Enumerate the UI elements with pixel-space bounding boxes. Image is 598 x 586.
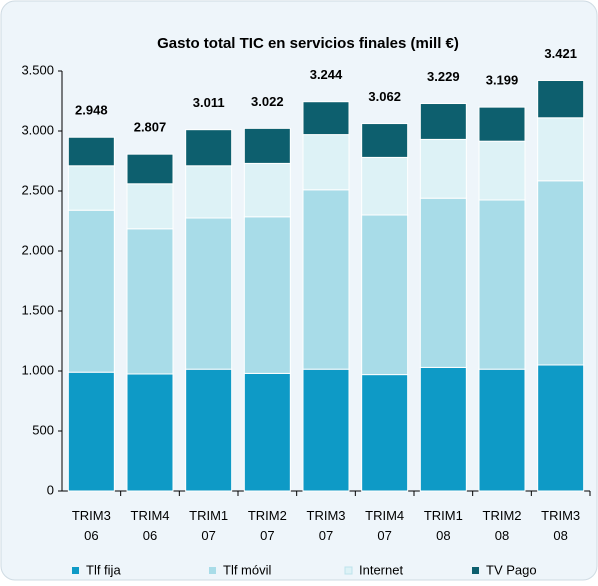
bar-segment — [537, 117, 585, 182]
bar-segment — [243, 127, 291, 164]
bar-segment — [537, 364, 585, 492]
y-tick-label: 2.000 — [21, 242, 54, 257]
legend-swatch — [72, 567, 79, 574]
legend-label: Internet — [359, 562, 403, 577]
bar-segment — [537, 180, 585, 366]
y-tick-label: 3.500 — [21, 62, 54, 77]
total-label: 3.199 — [486, 73, 519, 88]
bar-segment — [67, 136, 115, 167]
legend-swatch — [209, 567, 216, 574]
total-label: 2.948 — [75, 103, 108, 118]
bar-segment — [67, 165, 115, 211]
bar-segment — [185, 368, 233, 492]
bar-segment — [302, 189, 350, 370]
total-label: 3.229 — [427, 69, 460, 84]
legend-swatch — [472, 567, 479, 574]
x-tick-label: TRIM1 07 — [189, 508, 228, 543]
bar-segment — [185, 165, 233, 219]
bar-segment — [361, 123, 409, 158]
bar-segment — [185, 129, 233, 167]
x-tick-label: TRIM4 06 — [131, 508, 170, 543]
bar-segment — [67, 209, 115, 373]
x-tick-label: TRIM2 07 — [248, 508, 287, 543]
bar-segment — [243, 162, 291, 218]
bar-segment — [302, 368, 350, 492]
bar-segment — [243, 216, 291, 374]
total-label: 3.022 — [251, 94, 284, 109]
total-label: 3.062 — [368, 89, 401, 104]
bar-segment — [419, 138, 467, 199]
bar-segment — [478, 140, 526, 201]
bar-segment — [126, 373, 174, 492]
y-tick-label: 2.500 — [21, 182, 54, 197]
legend-label: TV Pago — [486, 562, 537, 577]
y-tick-label: 1.500 — [21, 302, 54, 317]
bar-segment — [419, 197, 467, 368]
y-tick-label: 1.000 — [21, 362, 54, 377]
bar-segment — [126, 228, 174, 375]
bar-segment — [302, 134, 350, 191]
bar-segment — [361, 214, 409, 376]
y-tick-label: 500 — [32, 422, 54, 437]
bar-segment — [537, 79, 585, 119]
x-tick-label: TRIM3 06 — [72, 508, 111, 543]
total-label: 3.244 — [310, 67, 343, 82]
bar-segment — [126, 183, 174, 230]
bar-segment — [361, 374, 409, 492]
x-tick-label: TRIM3 08 — [541, 508, 580, 543]
total-label: 2.807 — [134, 120, 167, 135]
bar-segment — [243, 372, 291, 492]
y-tick-label: 3.000 — [21, 122, 54, 137]
chart-title: Gasto total TIC en servicios finales (mi… — [157, 35, 459, 52]
x-tick-label: TRIM4 07 — [365, 508, 404, 543]
bar-segment — [478, 368, 526, 492]
bar-segment — [361, 156, 409, 216]
bar-segment — [419, 366, 467, 492]
legend-label: Tlf móvil — [223, 562, 272, 577]
bar-segment — [419, 103, 467, 140]
bar-segment — [67, 371, 115, 492]
legend-swatch — [344, 566, 353, 575]
total-label: 3.421 — [544, 46, 577, 61]
bar-segment — [185, 217, 233, 370]
total-label: 3.011 — [193, 95, 225, 110]
bar-segment — [302, 101, 350, 136]
legend-label: Tlf fija — [86, 562, 121, 577]
x-tick-label: TRIM3 07 — [307, 508, 346, 543]
bar-segment — [126, 153, 174, 185]
bar-segment — [478, 106, 526, 142]
bar-segment — [478, 199, 526, 370]
y-tick-label: 0 — [47, 482, 54, 497]
x-tick-label: TRIM1 08 — [424, 508, 463, 543]
x-tick-label: TRIM2 08 — [483, 508, 522, 543]
